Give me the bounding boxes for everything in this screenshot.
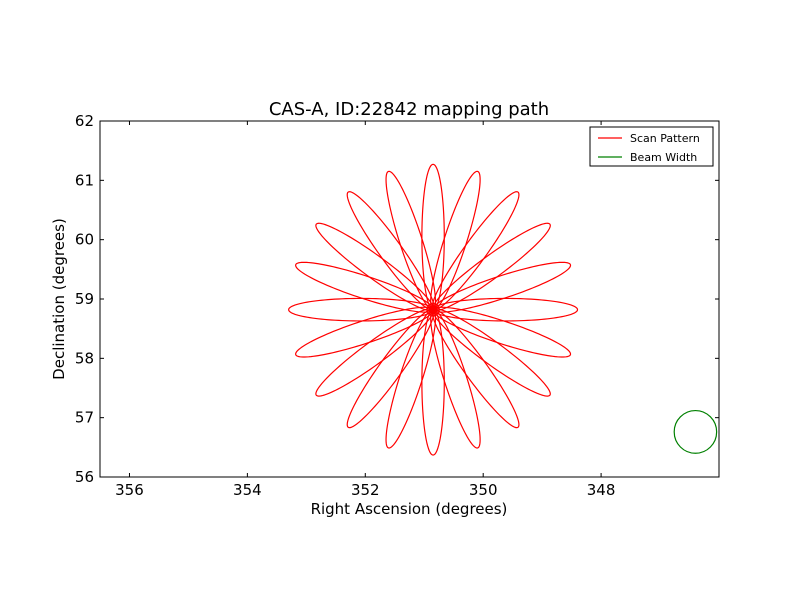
scan-petal <box>346 308 435 429</box>
x-tick-label: 352 <box>351 481 380 499</box>
y-tick-label: 61 <box>75 171 94 189</box>
legend-label-beam-width: Beam Width <box>630 151 697 164</box>
y-tick-label: 62 <box>75 112 94 130</box>
scan-petal <box>432 222 551 312</box>
scan-petal <box>385 308 437 449</box>
y-tick-label: 60 <box>75 231 94 249</box>
scan-petal <box>385 170 437 311</box>
scan-petal <box>430 308 481 449</box>
scan-petal <box>432 261 572 313</box>
x-axis-label: Right Ascension (degrees) <box>311 500 508 518</box>
chart-title: CAS-A, ID:22842 mapping path <box>269 99 549 120</box>
scan-petal <box>432 308 551 397</box>
scan-petal <box>421 309 445 456</box>
scan-petal <box>295 306 434 358</box>
y-tick-label: 56 <box>75 468 94 486</box>
scan-petal <box>431 308 520 429</box>
scan-petal <box>346 191 435 311</box>
y-tick-label: 58 <box>75 349 94 367</box>
x-tick-label: 354 <box>233 481 262 499</box>
legend-box <box>589 126 714 167</box>
scan-petal <box>431 191 520 311</box>
y-axis-label: Declination (degrees) <box>50 218 68 380</box>
axis-ticks: 356 354 352 350 348 56 57 58 59 60 61 62 <box>75 112 719 499</box>
scan-petal <box>288 297 434 322</box>
x-tick-label: 350 <box>469 481 498 499</box>
scan-petal <box>315 308 435 397</box>
beam-width-circle <box>673 409 718 454</box>
scan-petal <box>430 170 481 311</box>
scan-petal <box>432 306 572 358</box>
x-tick-label: 348 <box>587 481 616 499</box>
plot-marks <box>288 163 718 456</box>
legend: Scan Pattern Beam Width <box>589 126 714 167</box>
scan-petal <box>315 222 435 312</box>
legend-label-scan-pattern: Scan Pattern <box>630 132 700 145</box>
scan-petal <box>432 297 579 322</box>
y-tick-label: 59 <box>75 290 94 308</box>
scan-petal <box>421 163 445 311</box>
y-tick-label: 57 <box>75 409 94 427</box>
scan-petal <box>295 261 434 313</box>
x-tick-label: 356 <box>115 481 144 499</box>
